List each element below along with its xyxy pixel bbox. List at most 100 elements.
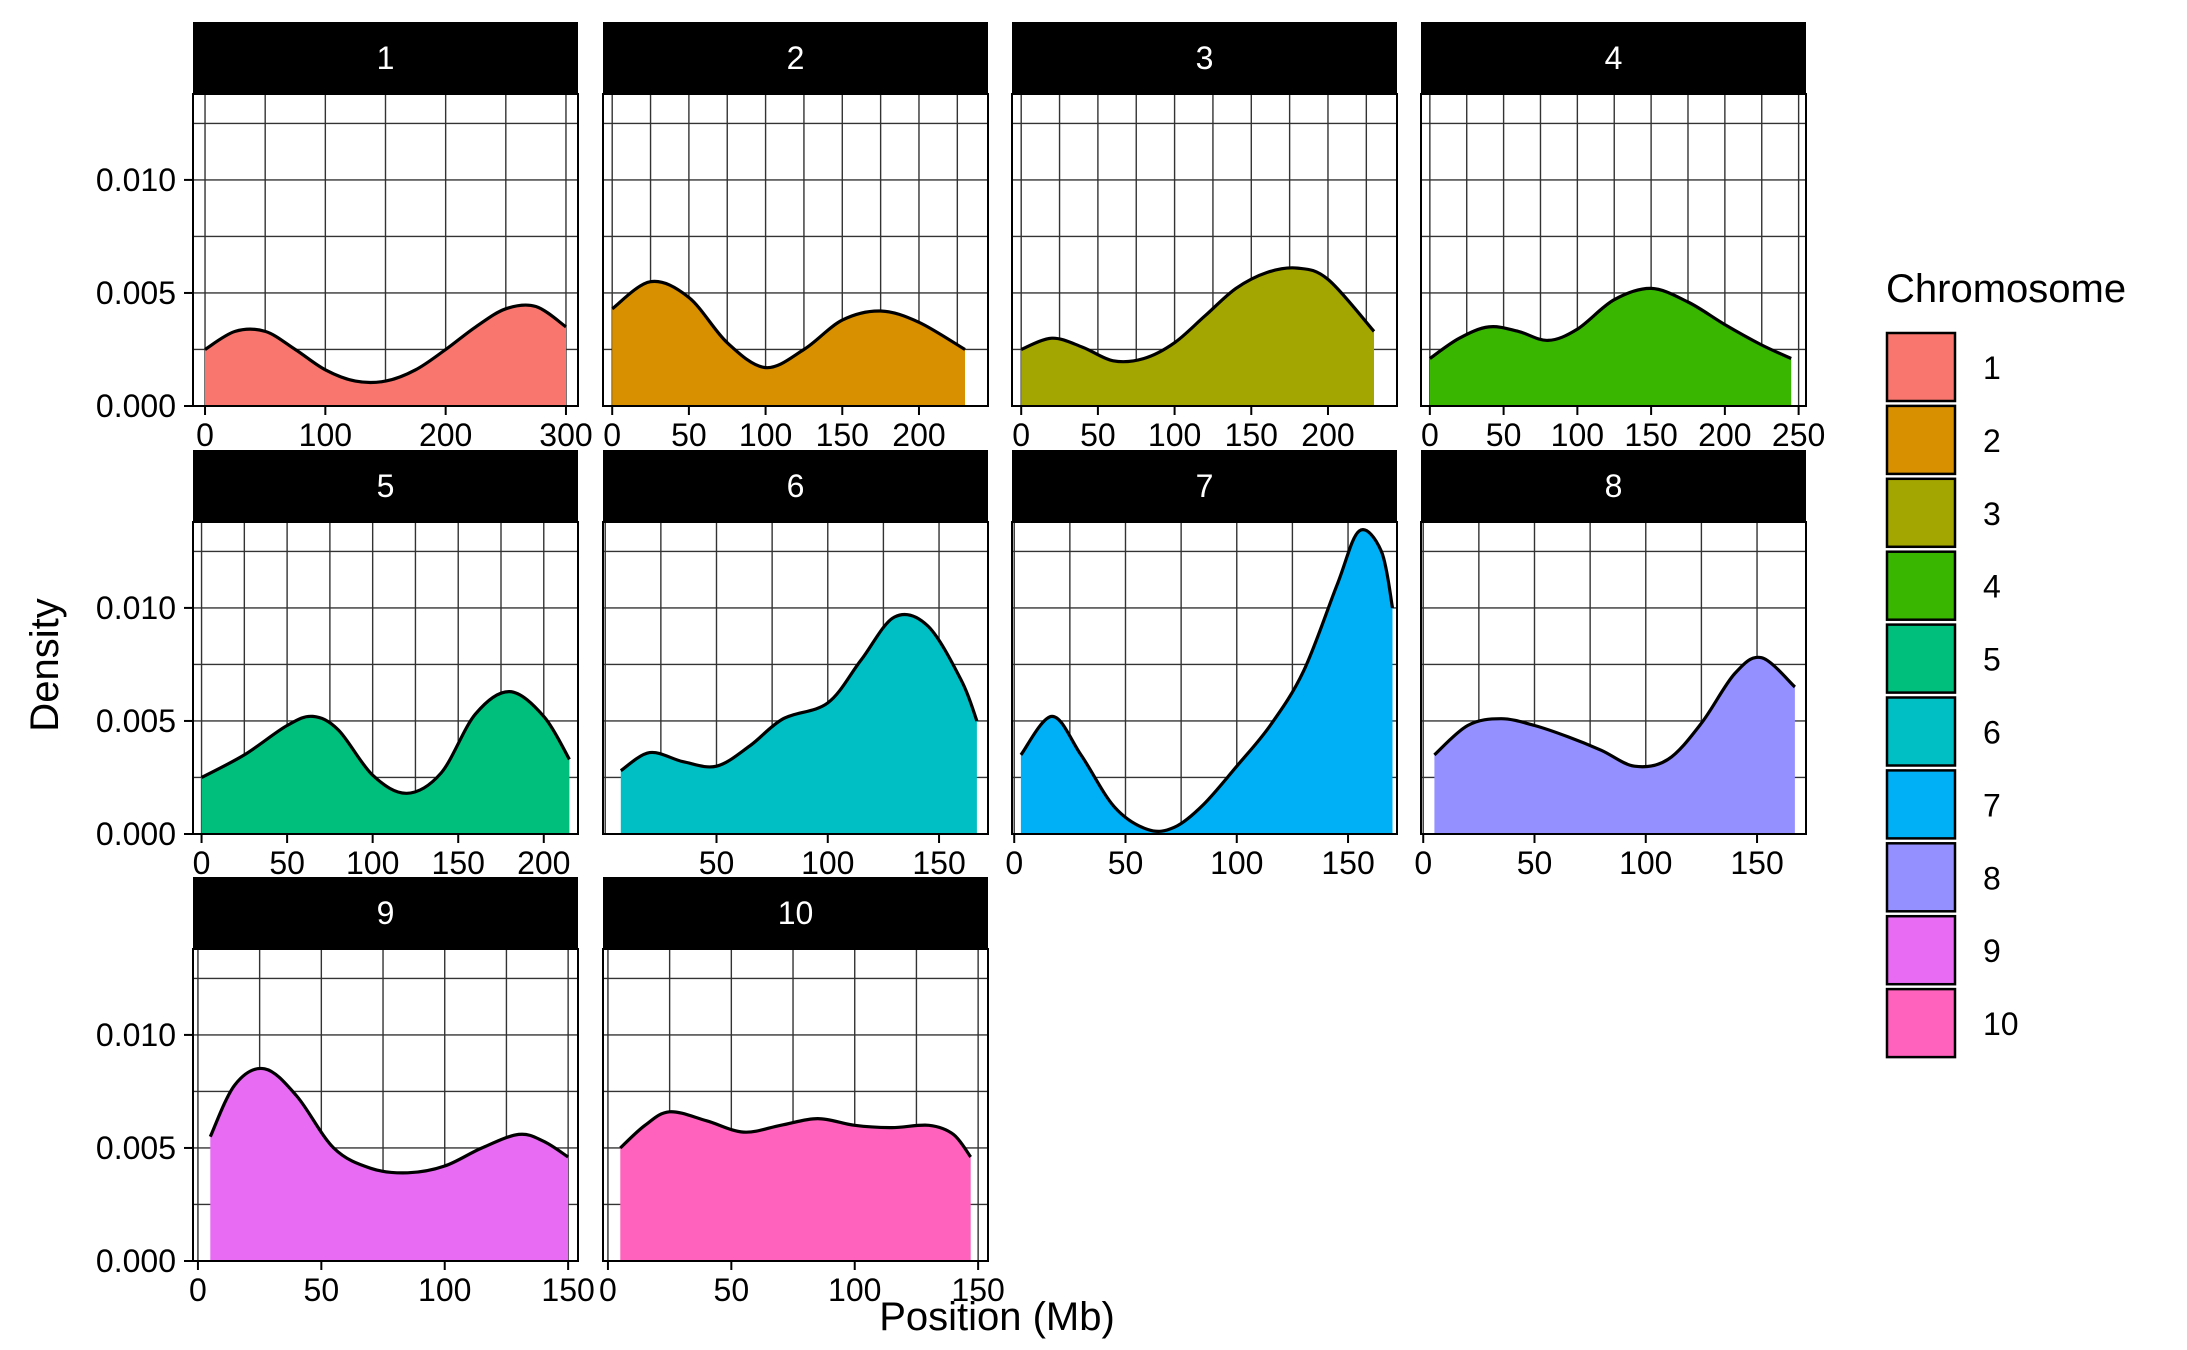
density-line-4 — [1428, 286, 1792, 360]
legend-item-5: 5 — [1885, 623, 2001, 694]
legend-label: 1 — [1983, 350, 2001, 386]
panel-border — [602, 521, 989, 835]
panel-border — [1420, 93, 1807, 407]
legend-key — [1885, 987, 1957, 1059]
density-area-8 — [1434, 657, 1795, 834]
facet-strip-label: 3 — [1196, 40, 1214, 76]
x-tick-label: 50 — [1080, 417, 1116, 453]
y-tick-label: 0.000 — [96, 1243, 176, 1279]
x-tick-label: 150 — [1624, 417, 1677, 453]
y-tick-label: 0.010 — [96, 1017, 176, 1053]
x-tick-label: 200 — [1698, 417, 1751, 453]
facet-strip — [1421, 22, 1806, 94]
facet-panel-6: 6 50 100 150 — [602, 450, 989, 881]
legend-key — [1885, 769, 1957, 840]
x-tick-label: 50 — [1486, 417, 1522, 453]
legend-key — [1885, 842, 1957, 913]
facet-strip — [603, 450, 988, 522]
legend-key — [1885, 331, 1957, 403]
legend-item-7: 7 — [1885, 769, 2001, 840]
x-tick-label: 100 — [828, 1272, 881, 1308]
facet-strip-label: 4 — [1605, 40, 1623, 76]
legend-title: Chromosome — [1886, 267, 2126, 311]
legend-key — [1885, 914, 1957, 986]
x-tick-label: 100 — [1551, 417, 1604, 453]
facet-panel-10: 100 50 100 150 — [599, 877, 1005, 1308]
facet-panel-9: 9 0 50 100 150 0.000 0.005 0.010 — [96, 877, 595, 1308]
facet-strip — [193, 22, 578, 94]
facet-strip — [603, 877, 988, 949]
legend-label: 6 — [1983, 715, 2001, 751]
x-tick-label: 100 — [1619, 845, 1672, 881]
facet-strip — [1012, 450, 1397, 522]
x-tick-label: 50 — [671, 417, 707, 453]
x-tick-label: 100 — [1148, 417, 1201, 453]
legend-items: 1 2 3 4 5 6 7 8 9 10 — [1885, 331, 2019, 1059]
facet-panel-4: 4 0 50 100 150 200 250 — [1420, 22, 1825, 453]
facet-strip — [193, 877, 578, 949]
panel-border — [192, 521, 579, 835]
facet-strip-label: 7 — [1196, 468, 1214, 504]
density-line-3 — [1020, 266, 1376, 364]
density-area-3 — [1021, 267, 1374, 406]
density-line-7 — [1019, 528, 1395, 833]
y-tick-label: 0.005 — [96, 1130, 176, 1166]
x-tick-label: 100 — [418, 1272, 471, 1308]
density-line-9 — [208, 1066, 569, 1175]
legend-label: 8 — [1983, 860, 2001, 896]
x-tick-label: 50 — [714, 1272, 750, 1308]
legend-item-8: 8 — [1885, 842, 2001, 913]
legend-item-4: 4 — [1885, 550, 2001, 621]
x-tick-label: 50 — [269, 845, 305, 881]
y-tick-label: 0.000 — [96, 388, 176, 424]
density-line-2 — [611, 279, 966, 370]
x-tick-label: 0 — [1421, 417, 1439, 453]
facet-strip — [193, 450, 578, 522]
x-tick-label: 100 — [739, 417, 792, 453]
x-tick-label: 150 — [1225, 417, 1278, 453]
density-area-9 — [210, 1068, 569, 1261]
legend-item-6: 6 — [1885, 696, 2001, 767]
legend-label: 7 — [1983, 787, 2001, 823]
density-line-10 — [619, 1110, 973, 1158]
x-tick-label: 100 — [801, 845, 854, 881]
panel-border — [192, 93, 579, 407]
x-tick-label: 200 — [419, 417, 472, 453]
y-tick-label: 0.005 — [96, 275, 176, 311]
facet-strip — [603, 22, 988, 94]
facet-strip-label: 2 — [787, 40, 805, 76]
x-tick-label: 300 — [539, 417, 592, 453]
x-tick-label: 0 — [599, 1272, 617, 1308]
density-area-5 — [201, 691, 570, 834]
density-line-6 — [619, 612, 979, 773]
legend-label: 10 — [1983, 1006, 2019, 1042]
facet-strip-label: 5 — [377, 468, 395, 504]
legend-key — [1885, 550, 1957, 621]
facet-strip — [1012, 22, 1397, 94]
x-tick-label: 0 — [189, 1272, 207, 1308]
density-line-8 — [1433, 655, 1797, 769]
legend-item-10: 10 — [1885, 987, 2019, 1059]
legend-label: 2 — [1983, 423, 2001, 459]
x-tick-label: 200 — [517, 845, 570, 881]
x-tick-label: 150 — [816, 417, 869, 453]
x-tick-label: 150 — [541, 1272, 594, 1308]
x-tick-label: 0 — [1414, 845, 1432, 881]
x-tick-label: 50 — [1108, 845, 1144, 881]
panel-border — [1011, 521, 1398, 835]
facet-panel-8: 8 0 50 100 150 — [1414, 450, 1807, 881]
x-tick-label: 100 — [299, 417, 352, 453]
density-area-1 — [205, 305, 566, 406]
x-tick-label: 250 — [1772, 417, 1825, 453]
x-tick-label: 50 — [699, 845, 735, 881]
legend-item-2: 2 — [1885, 404, 2001, 476]
x-tick-label: 100 — [1210, 845, 1263, 881]
legend: Chromosome 1 2 3 4 5 6 7 8 9 10 — [1885, 267, 2126, 1059]
facet-strip-label: 10 — [778, 895, 814, 931]
legend-label: 5 — [1983, 642, 2001, 678]
legend-key — [1885, 477, 1957, 549]
density-line-5 — [200, 689, 571, 795]
y-tick-label: 0.010 — [96, 590, 176, 626]
legend-label: 4 — [1983, 569, 2001, 605]
